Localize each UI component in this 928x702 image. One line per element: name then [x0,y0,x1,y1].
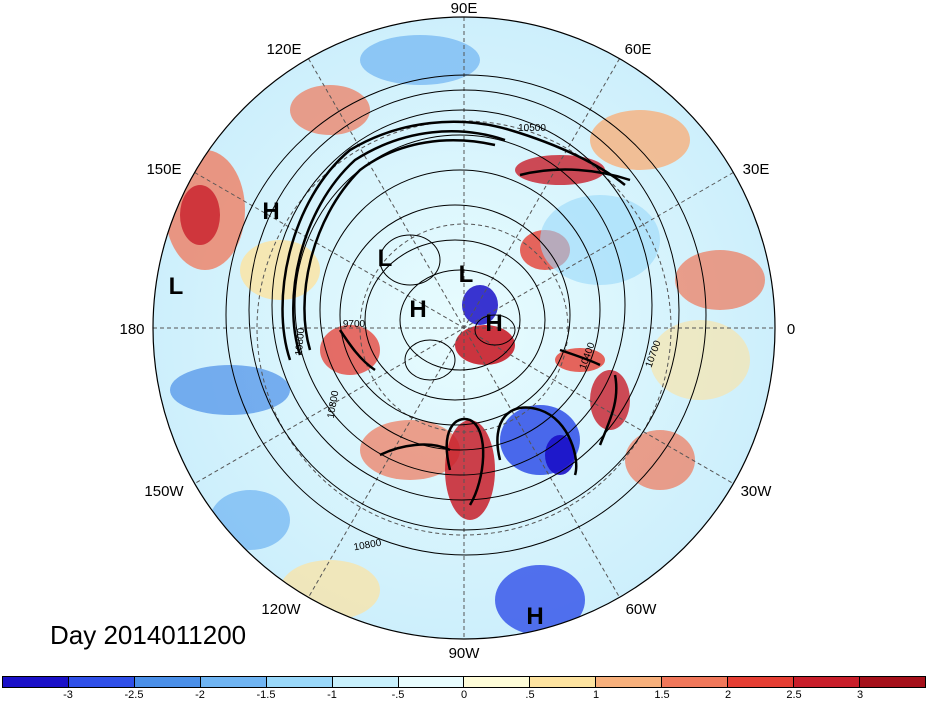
colorbar-segment [464,677,531,687]
longitude-label: 30W [741,483,773,500]
colorbar-tick-label: -1.5 [256,689,276,701]
colorbar-tick-label: 1 [592,689,600,701]
longitude-label: 150E [146,161,181,178]
contour-value-label: 10800 [353,538,383,554]
longitude-label: 150W [144,483,184,500]
day-label: Day 2014011200 [50,620,247,650]
colorbar-segment [398,677,465,687]
pressure-center-label: H [485,310,502,337]
colorbar-segment [332,677,399,687]
colorbar-tick-label: 2 [724,689,732,701]
colorbar-tick-label: -.5 [391,689,405,701]
pressure-center-label: L [169,273,184,300]
jet-stream-contours [281,120,631,506]
colorbar-ticks: -3 -2.5 -2 -1.5 -1 -.5 0 .5 1 1.5 2 2.5 3 [2,689,926,702]
colorbar-segment [662,677,729,687]
pressure-center-label: H [409,296,426,323]
colorbar-segment [68,677,135,687]
colorbar-segment [530,677,597,687]
longitude-label: 180 [119,321,144,338]
colorbar-tick-label: -3 [63,689,73,701]
colorbar-segment [200,677,267,687]
colorbar-segment [794,677,860,687]
colorbar-tick-label: -1 [327,689,337,701]
longitude-label: 30E [743,161,770,178]
colorbar-tick-label: .5 [525,689,535,701]
longitude-label: 90W [449,645,481,662]
contour-value-label: 9700 [343,319,366,330]
colorbar-tick-label: 2.5 [786,689,802,701]
longitude-label: 60W [626,601,658,618]
longitude-label: 60E [625,41,652,58]
colorbar-segment [859,677,925,687]
pressure-center-label: H [262,198,279,225]
colorbar-segment [3,677,69,687]
contour-value-label: 10500 [518,123,546,134]
pressure-center-label: L [459,261,474,288]
longitude-label: 120E [266,41,301,58]
colorbar-tick-label: -2 [195,689,205,701]
pressure-center-label: L [378,245,393,272]
pressure-center-label: H [526,603,543,630]
longitude-label: 90E [451,0,478,17]
colorbar-tick-label: 0 [460,689,468,701]
colorbar-segment [596,677,663,687]
map-boundary [152,16,776,640]
contour-value-label: 10800 [326,389,342,419]
colorbar-segment [134,677,201,687]
colorbar-tick-label: 3 [856,689,864,701]
colorbar-segment [266,677,333,687]
colorbar [2,676,926,688]
contour-value-label: 10800 [294,327,307,356]
colorbar-tick-label: -2.5 [124,689,144,701]
longitude-label: 0 [787,321,795,338]
geopotential-contours [225,74,707,556]
longitude-label: 120W [261,601,301,618]
colorbar-segment [728,677,795,687]
longitude-labels: 90E 60E 30E 0 30W 60W 90W 120W 150W 180 150E 120E [119,0,795,662]
colorbar-tick-label: 1.5 [654,689,670,701]
